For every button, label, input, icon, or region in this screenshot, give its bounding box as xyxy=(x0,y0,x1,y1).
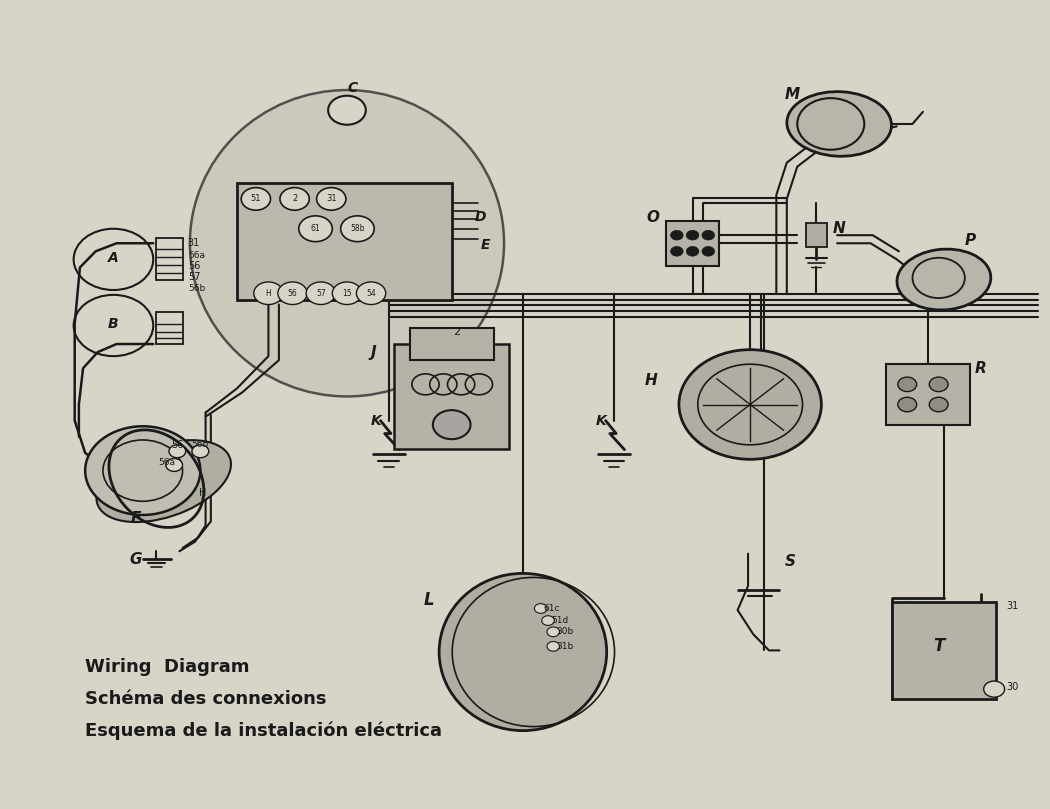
Text: K: K xyxy=(596,413,607,428)
Text: 57: 57 xyxy=(316,289,326,298)
Text: 31: 31 xyxy=(1007,601,1018,611)
Text: R: R xyxy=(974,361,986,375)
Circle shape xyxy=(280,188,310,210)
Circle shape xyxy=(278,282,308,304)
Text: B: B xyxy=(108,317,119,331)
Text: F: F xyxy=(130,511,141,527)
Text: 56a: 56a xyxy=(159,458,175,467)
Circle shape xyxy=(433,410,470,439)
Text: K: K xyxy=(371,413,381,428)
Circle shape xyxy=(242,188,271,210)
Ellipse shape xyxy=(97,440,231,522)
Text: 57: 57 xyxy=(188,272,201,282)
Text: A: A xyxy=(108,251,119,265)
Text: H: H xyxy=(645,373,657,388)
Text: D: D xyxy=(475,210,486,224)
Bar xyxy=(886,364,970,425)
Circle shape xyxy=(166,459,183,472)
Circle shape xyxy=(340,216,374,242)
Circle shape xyxy=(169,445,186,458)
Circle shape xyxy=(332,282,361,304)
Text: 15: 15 xyxy=(342,289,352,298)
Bar xyxy=(156,238,183,280)
Text: 2: 2 xyxy=(292,194,297,203)
Text: 54: 54 xyxy=(366,289,376,298)
Text: N: N xyxy=(833,221,845,236)
Circle shape xyxy=(356,282,385,304)
Circle shape xyxy=(299,216,332,242)
Circle shape xyxy=(671,247,684,256)
Bar xyxy=(805,223,826,248)
Circle shape xyxy=(702,231,715,240)
Text: L: L xyxy=(423,591,434,608)
Bar xyxy=(156,311,183,344)
Circle shape xyxy=(984,681,1005,697)
Text: O: O xyxy=(646,210,659,225)
Circle shape xyxy=(307,282,335,304)
Text: 2: 2 xyxy=(454,327,461,337)
Circle shape xyxy=(542,616,554,625)
Text: G: G xyxy=(129,552,142,567)
Bar xyxy=(891,602,996,699)
Text: Esquema de la instalación eléctrica: Esquema de la instalación eléctrica xyxy=(85,722,442,740)
Text: H: H xyxy=(198,488,206,498)
Ellipse shape xyxy=(439,574,607,731)
Ellipse shape xyxy=(786,91,891,156)
Circle shape xyxy=(687,247,699,256)
Circle shape xyxy=(254,282,284,304)
Ellipse shape xyxy=(190,90,504,396)
Text: H: H xyxy=(266,289,271,298)
Circle shape xyxy=(898,377,917,392)
Text: 30: 30 xyxy=(1007,682,1018,692)
Text: 30b: 30b xyxy=(556,627,573,637)
Circle shape xyxy=(929,397,948,412)
Text: 61: 61 xyxy=(311,224,320,233)
Text: Wiring  Diagram: Wiring Diagram xyxy=(85,658,250,676)
Circle shape xyxy=(671,231,684,240)
Text: 56b: 56b xyxy=(188,284,205,293)
Circle shape xyxy=(317,188,345,210)
Circle shape xyxy=(534,604,547,613)
Text: 56b: 56b xyxy=(192,440,209,449)
Bar xyxy=(394,344,509,449)
Circle shape xyxy=(192,445,209,458)
Text: C: C xyxy=(348,82,357,95)
Text: 56a: 56a xyxy=(188,251,205,260)
Text: 31b: 31b xyxy=(556,642,573,651)
Text: Schéma des connexions: Schéma des connexions xyxy=(85,690,327,708)
Text: 56: 56 xyxy=(171,440,184,450)
Text: S: S xyxy=(784,554,796,570)
Circle shape xyxy=(328,95,365,125)
Circle shape xyxy=(687,231,699,240)
Circle shape xyxy=(85,426,201,515)
Circle shape xyxy=(679,349,821,460)
Text: 61c: 61c xyxy=(544,604,561,613)
Text: M: M xyxy=(784,87,800,102)
Bar xyxy=(237,183,452,299)
Text: P: P xyxy=(965,233,975,248)
Ellipse shape xyxy=(897,249,991,310)
Text: J: J xyxy=(371,345,376,359)
Text: 51: 51 xyxy=(251,194,261,203)
Text: 51d: 51d xyxy=(551,616,568,625)
Text: 31: 31 xyxy=(188,239,201,248)
Bar xyxy=(410,328,493,360)
Text: 58b: 58b xyxy=(351,224,364,233)
Text: 31: 31 xyxy=(326,194,337,203)
Text: 56: 56 xyxy=(288,289,297,298)
Circle shape xyxy=(547,627,560,637)
Text: T: T xyxy=(933,637,944,655)
Circle shape xyxy=(929,377,948,392)
Text: 56: 56 xyxy=(188,260,201,271)
Text: E: E xyxy=(481,238,490,252)
Circle shape xyxy=(547,642,560,651)
Circle shape xyxy=(702,247,715,256)
Bar xyxy=(667,222,719,266)
Circle shape xyxy=(898,397,917,412)
